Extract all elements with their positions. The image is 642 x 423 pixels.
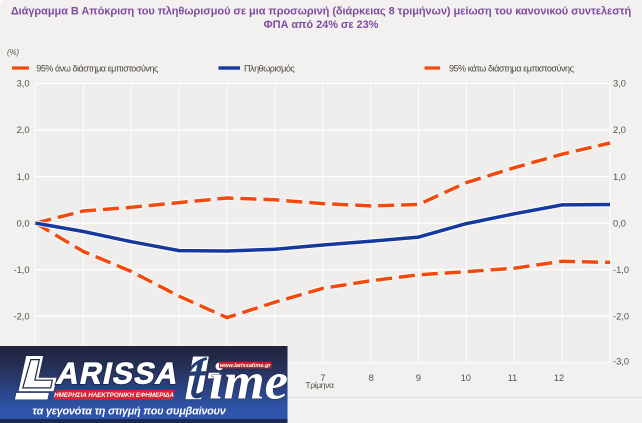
svg-text:-1,0: -1,0 xyxy=(613,265,629,275)
svg-text:Διάγραμμα Β Απόκριση του πληθω: Διάγραμμα Β Απόκριση του πληθωρισμού σε … xyxy=(11,5,632,17)
svg-text:-2,0: -2,0 xyxy=(613,311,629,321)
svg-text:12: 12 xyxy=(554,373,564,383)
svg-text:-1,0: -1,0 xyxy=(13,265,29,275)
svg-text:-3,0: -3,0 xyxy=(613,356,629,366)
svg-text:ARISSA: ARISSA xyxy=(54,358,183,391)
svg-text:95% άνω διάστημα εμπιστοσύνης: 95% άνω διάστημα εμπιστοσύνης xyxy=(36,64,159,74)
svg-text:www.larissatime.gr: www.larissatime.gr xyxy=(220,363,272,369)
svg-text:(%): (%) xyxy=(7,48,20,57)
svg-text:-2,0: -2,0 xyxy=(13,311,29,321)
svg-text:Τρίμηνα: Τρίμηνα xyxy=(305,380,334,390)
svg-text:ΗΜΕΡΗΣΙΑ ΗΛΕΚΤΡΟΝΙΚΗ ΕΦΗΜΕΡΙΔΑ: ΗΜΕΡΗΣΙΑ ΗΛΕΚΤΡΟΝΙΚΗ ΕΦΗΜΕΡΙΔΑ xyxy=(54,392,174,399)
svg-text:95% κάτω διάστημα εμπιστοσύνης: 95% κάτω διάστημα εμπιστοσύνης xyxy=(449,64,575,74)
svg-text:2,0: 2,0 xyxy=(17,125,30,135)
svg-text:10: 10 xyxy=(461,373,471,383)
svg-text:ARISSA: ARISSA xyxy=(54,358,183,391)
svg-text:7: 7 xyxy=(320,373,325,383)
svg-text:8: 8 xyxy=(369,373,374,383)
svg-text:9: 9 xyxy=(416,373,421,383)
svg-text:ΦΠΑ από 24% σε 23%: ΦΠΑ από 24% σε 23% xyxy=(264,19,379,31)
svg-text:τα γεγονότα τη στιγμή που συμβ: τα γεγονότα τη στιγμή που συμβαίνουν xyxy=(32,406,225,418)
svg-text:2,0: 2,0 xyxy=(613,125,626,135)
svg-text:0,0: 0,0 xyxy=(17,218,30,228)
svg-text:3,0: 3,0 xyxy=(613,79,626,89)
svg-text:11: 11 xyxy=(508,373,518,383)
svg-text:1,0: 1,0 xyxy=(613,172,626,182)
svg-text:Πληθωρισμός: Πληθωρισμός xyxy=(244,64,295,74)
svg-text:0,0: 0,0 xyxy=(613,218,626,228)
svg-text:3,0: 3,0 xyxy=(17,79,30,89)
svg-text:1,0: 1,0 xyxy=(17,172,30,182)
